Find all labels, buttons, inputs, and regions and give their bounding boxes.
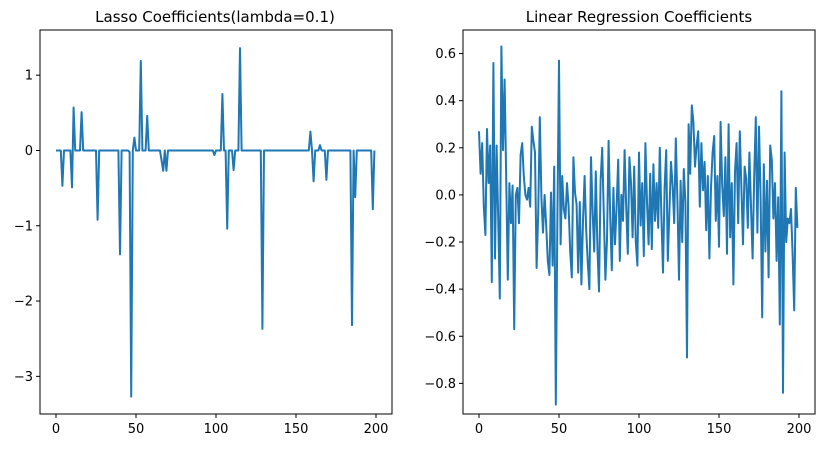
lasso-y-tick-label: 0 — [25, 144, 33, 159]
linreg-x-tick-label: 100 — [627, 422, 652, 437]
lasso-x-tick-label: 50 — [128, 422, 145, 437]
lasso-x-tick-label: 0 — [52, 422, 60, 437]
linreg-y-tick-label: −0.6 — [424, 330, 456, 345]
lasso-y-tick-label: −2 — [14, 295, 33, 310]
lasso-chart-panel: Lasso Coefficients(lambda=0.1) 0 50 100 150… — [14, 8, 393, 437]
lasso-x-tick-label: 200 — [364, 422, 389, 437]
lasso-y-tick-label: −3 — [14, 370, 33, 385]
linreg-x-tick-label: 200 — [787, 422, 812, 437]
lasso-y-ticks: 1 0 −1 −2 −3 — [14, 69, 40, 385]
linreg-x-tick-label: 0 — [475, 422, 483, 437]
linreg-chart-title: Linear Regression Coefficients — [526, 8, 753, 26]
linreg-x-ticks: 0 50 100 150 200 — [475, 414, 812, 437]
linreg-coefficients-line — [478, 45, 799, 406]
linear-regression-chart-panel: Linear Regression Coefficients 0 50 100 150… — [424, 8, 816, 437]
linreg-y-tick-label: −0.8 — [424, 377, 456, 392]
linreg-y-tick-label: −0.4 — [424, 283, 456, 298]
lasso-y-tick-label: −1 — [14, 219, 33, 234]
linreg-y-ticks: 0.6 0.4 0.2 0.0 −0.2 −0.4 −0.6 −0.8 — [424, 47, 463, 392]
linreg-y-tick-label: 0.2 — [435, 141, 456, 156]
linreg-x-tick-label: 150 — [707, 422, 732, 437]
lasso-chart-title: Lasso Coefficients(lambda=0.1) — [95, 8, 335, 26]
lasso-x-ticks: 0 50 100 150 200 — [52, 414, 389, 437]
lasso-x-tick-label: 150 — [284, 422, 309, 437]
linreg-y-tick-label: 0.0 — [435, 188, 456, 203]
lasso-x-tick-label: 100 — [204, 422, 229, 437]
linreg-y-tick-label: −0.2 — [424, 236, 456, 251]
linreg-y-tick-label: 0.6 — [435, 47, 456, 62]
linreg-y-tick-label: 0.4 — [435, 94, 456, 109]
lasso-y-tick-label: 1 — [25, 69, 33, 84]
lasso-coefficients-line — [56, 47, 376, 398]
linreg-x-tick-label: 50 — [551, 422, 568, 437]
